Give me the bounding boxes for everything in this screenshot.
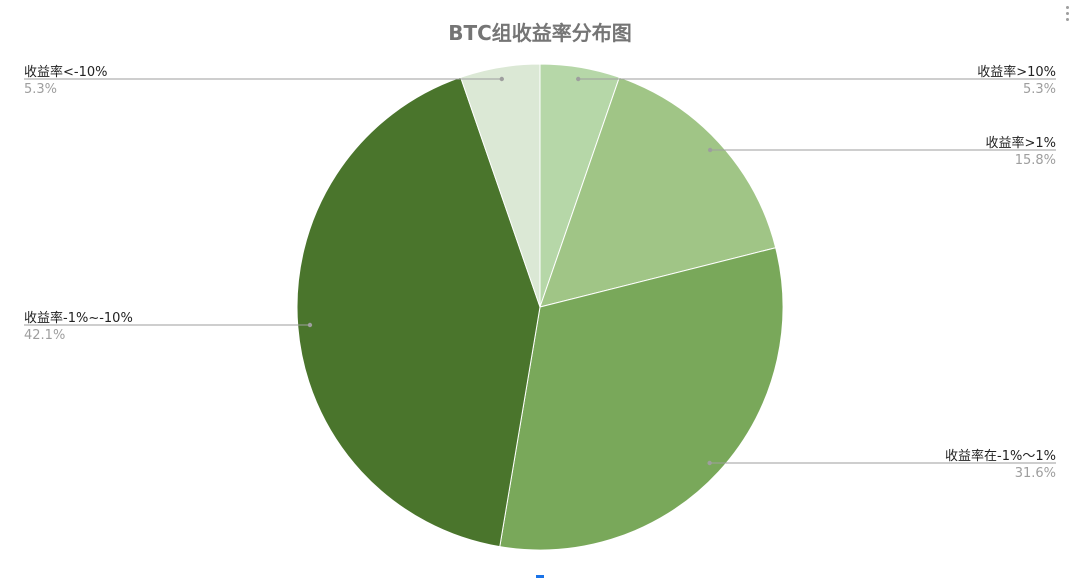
pie-slices	[296, 63, 784, 551]
pie-slice[interactable]	[296, 76, 541, 548]
slice-label: 收益率-1%~-10%	[24, 310, 133, 326]
slice-labels: 收益率>10% 5.3% 收益率>1% 15.8% 收益率在-1%～1% 31.6% 收益率…	[24, 64, 1056, 481]
slice-percent-label: 42.1%	[24, 328, 65, 343]
slice-percent-label: 31.6%	[1015, 466, 1056, 481]
slice-percent-label: 5.3%	[1023, 82, 1056, 97]
slice-percent-label: 5.3%	[24, 82, 57, 97]
pie-slice[interactable]	[539, 76, 777, 308]
slice-label: 收益率在-1%～1%	[945, 448, 1056, 464]
slice-label: 收益率<-10%	[24, 64, 107, 80]
vertical-dots-icon[interactable]	[1066, 6, 1070, 24]
pie-slice[interactable]	[460, 63, 541, 308]
pie-slice[interactable]	[499, 247, 784, 551]
slice-label: 收益率>10%	[977, 64, 1056, 80]
scroll-indicator	[536, 575, 544, 578]
chart-title: BTC组收益率分布图	[448, 21, 632, 45]
slice-percent-label: 15.8%	[1015, 153, 1056, 168]
slice-label: 收益率>1%	[985, 135, 1056, 151]
